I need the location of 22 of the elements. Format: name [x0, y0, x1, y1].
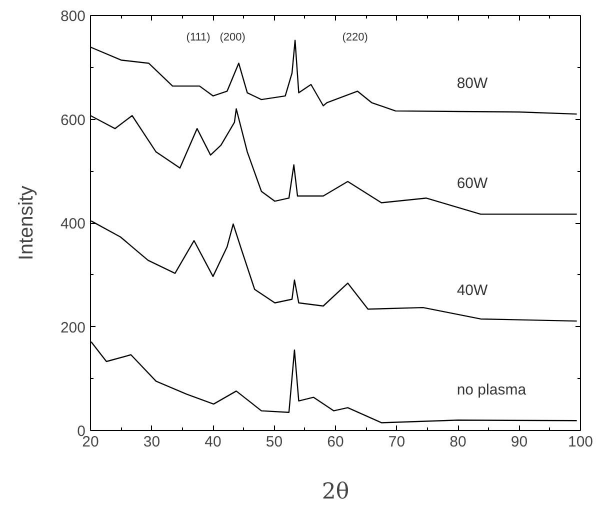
x-tick-label: 100: [568, 434, 594, 450]
series-label: no plasma: [456, 382, 527, 399]
y-axis-title: Intensity: [15, 186, 38, 260]
annotation: (111): [186, 32, 210, 44]
x-tick-label: 90: [510, 434, 528, 450]
x-tick-label: 30: [143, 434, 160, 450]
series-label: 40W: [456, 282, 489, 300]
series-label: 80W: [456, 75, 489, 92]
y-tick-label: 400: [60, 216, 86, 232]
series-label: 60W: [456, 175, 489, 192]
x-tick-label: 50: [266, 434, 283, 450]
y-tick-label: 800: [60, 8, 86, 25]
x-tick-label: 80: [450, 434, 466, 450]
x-axis-title: 2θ: [322, 480, 350, 504]
x-tick-label: 60: [327, 434, 344, 450]
annotation: (200): [220, 32, 246, 44]
annotation: (220): [342, 32, 368, 44]
y-tick-label: 600: [60, 112, 86, 129]
y-tick-label: 200: [60, 319, 86, 336]
x-tick-label: 40: [204, 434, 222, 450]
x-tick-label: 70: [388, 434, 406, 450]
line-series: [90, 341, 578, 424]
